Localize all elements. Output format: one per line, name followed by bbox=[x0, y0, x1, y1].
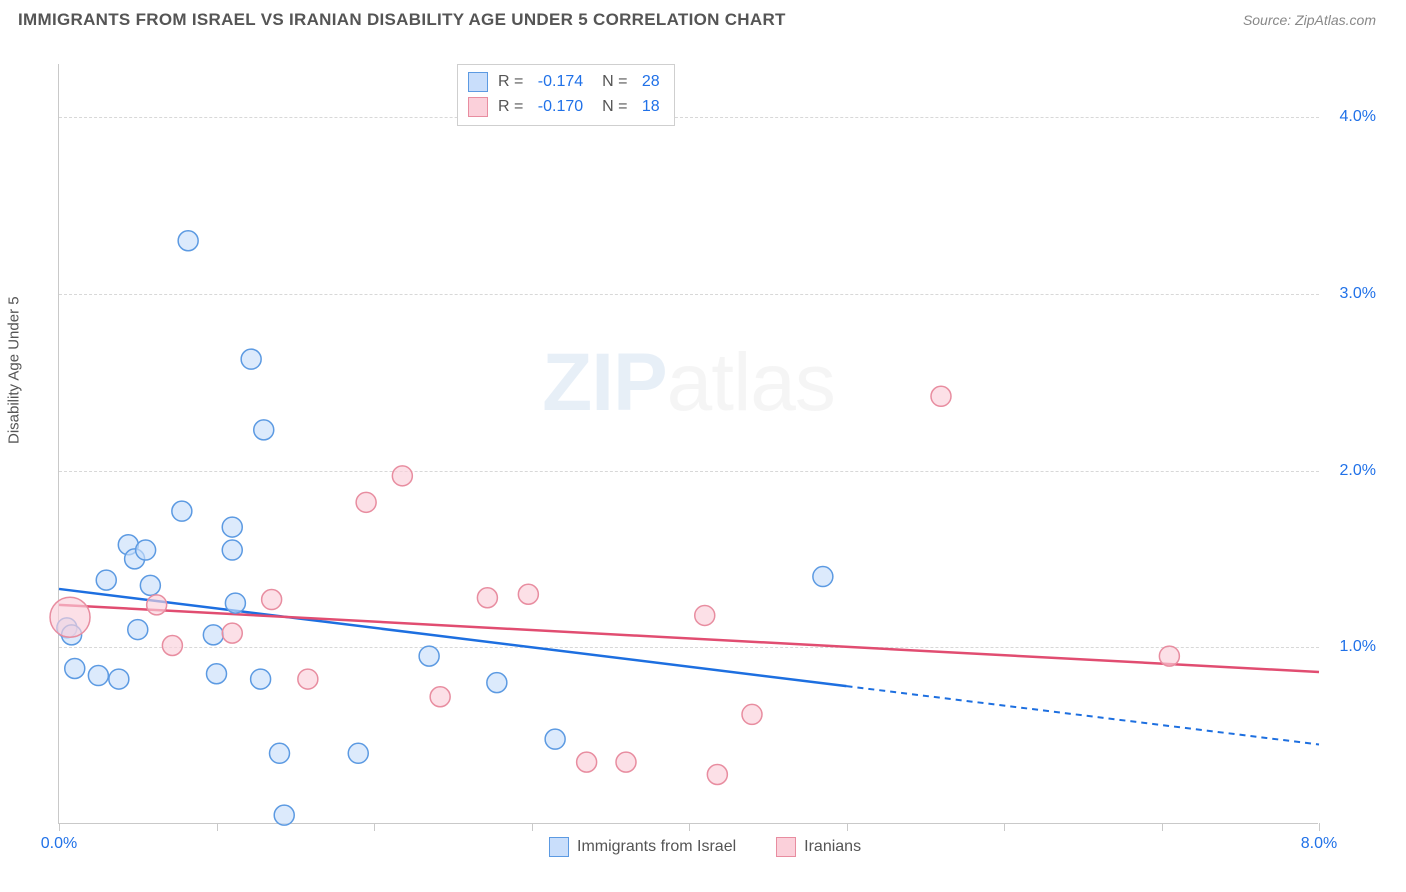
data-point bbox=[477, 588, 497, 608]
chart-container: Disability Age Under 5 ZIPatlas 1.0%2.0%… bbox=[18, 44, 1388, 844]
swatch-icon bbox=[468, 72, 488, 92]
x-tick bbox=[217, 823, 218, 831]
header-row: IMMIGRANTS FROM ISRAEL VS IRANIAN DISABI… bbox=[0, 0, 1406, 40]
data-point bbox=[147, 595, 167, 615]
y-tick-label: 3.0% bbox=[1340, 285, 1376, 303]
stats-row-series-1: R = -0.174 N = 28 bbox=[468, 70, 660, 95]
y-axis-label: Disability Age Under 5 bbox=[6, 296, 23, 444]
x-tick bbox=[847, 823, 848, 831]
data-point bbox=[813, 567, 833, 587]
data-point bbox=[65, 658, 85, 678]
data-point bbox=[419, 646, 439, 666]
data-point bbox=[707, 765, 727, 785]
scatter-plot: ZIPatlas 1.0%2.0%3.0%4.0% R = -0.174 N =… bbox=[58, 64, 1318, 824]
data-point bbox=[162, 635, 182, 655]
data-point bbox=[392, 466, 412, 486]
data-point bbox=[742, 704, 762, 724]
data-point bbox=[109, 669, 129, 689]
scatter-points-layer bbox=[59, 64, 1319, 824]
legend-item: Immigrants from Israel bbox=[549, 837, 736, 857]
data-point bbox=[88, 666, 108, 686]
data-point bbox=[172, 501, 192, 521]
data-point bbox=[140, 575, 160, 595]
data-point bbox=[254, 420, 274, 440]
data-point bbox=[222, 540, 242, 560]
data-point bbox=[241, 349, 261, 369]
data-point bbox=[616, 752, 636, 772]
x-tick bbox=[532, 823, 533, 831]
data-point bbox=[298, 669, 318, 689]
swatch-icon bbox=[549, 837, 569, 857]
x-tick bbox=[374, 823, 375, 831]
data-point bbox=[222, 623, 242, 643]
data-point bbox=[222, 517, 242, 537]
data-point bbox=[262, 590, 282, 610]
data-point bbox=[577, 752, 597, 772]
data-point bbox=[356, 492, 376, 512]
data-point bbox=[695, 605, 715, 625]
y-tick-label: 4.0% bbox=[1340, 108, 1376, 126]
correlation-stats-box: R = -0.174 N = 28 R = -0.170 N = 18 bbox=[457, 64, 675, 126]
data-point bbox=[96, 570, 116, 590]
swatch-icon bbox=[468, 97, 488, 117]
data-point bbox=[931, 386, 951, 406]
data-point bbox=[487, 673, 507, 693]
data-point bbox=[545, 729, 565, 749]
data-point bbox=[348, 743, 368, 763]
data-point bbox=[225, 593, 245, 613]
data-point bbox=[50, 597, 90, 637]
x-tick bbox=[59, 823, 60, 831]
data-point bbox=[1159, 646, 1179, 666]
chart-source: Source: ZipAtlas.com bbox=[1243, 12, 1376, 28]
y-tick-label: 2.0% bbox=[1340, 462, 1376, 480]
x-tick bbox=[689, 823, 690, 831]
x-tick bbox=[1162, 823, 1163, 831]
data-point bbox=[430, 687, 450, 707]
swatch-icon bbox=[776, 837, 796, 857]
chart-title: IMMIGRANTS FROM ISRAEL VS IRANIAN DISABI… bbox=[18, 10, 786, 30]
data-point bbox=[178, 231, 198, 251]
y-tick-label: 1.0% bbox=[1340, 638, 1376, 656]
stats-row-series-2: R = -0.170 N = 18 bbox=[468, 95, 660, 120]
x-tick bbox=[1319, 823, 1320, 831]
x-tick bbox=[1004, 823, 1005, 831]
data-point bbox=[128, 620, 148, 640]
data-point bbox=[251, 669, 271, 689]
data-point bbox=[207, 664, 227, 684]
data-point bbox=[203, 625, 223, 645]
legend-item: Iranians bbox=[776, 837, 861, 857]
data-point bbox=[274, 805, 294, 825]
data-point bbox=[518, 584, 538, 604]
data-point bbox=[136, 540, 156, 560]
x-tick-label: 8.0% bbox=[1301, 835, 1337, 853]
legend: Immigrants from Israel Iranians bbox=[549, 837, 861, 857]
x-tick-label: 0.0% bbox=[41, 835, 77, 853]
data-point bbox=[270, 743, 290, 763]
